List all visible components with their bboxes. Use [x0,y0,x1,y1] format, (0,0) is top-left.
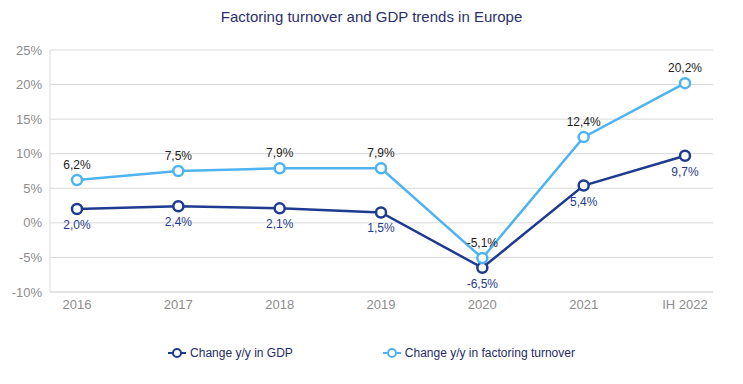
svg-text:2020: 2020 [468,297,497,312]
svg-text:1,5%: 1,5% [367,221,395,235]
svg-text:IH 2022: IH 2022 [662,297,708,312]
svg-text:7,9%: 7,9% [266,146,294,160]
svg-text:5%: 5% [23,181,42,196]
svg-text:-6,5%: -6,5% [467,277,499,291]
svg-text:2,0%: 2,0% [63,218,91,232]
svg-text:25%: 25% [16,43,42,58]
svg-text:2,1%: 2,1% [266,217,294,231]
svg-text:9,7%: 9,7% [671,165,699,179]
svg-text:2,4%: 2,4% [165,215,193,229]
svg-text:2017: 2017 [164,297,193,312]
svg-text:-5%: -5% [19,250,43,265]
svg-text:20%: 20% [16,77,42,92]
svg-text:5,4%: 5,4% [570,195,598,209]
svg-text:2018: 2018 [265,297,294,312]
svg-text:6,2%: 6,2% [63,158,91,172]
html-text:Change y/y in factoring turnov: Change y/y in factoring turnover [404,346,575,360]
svg-text:-10%: -10% [12,285,43,300]
svg-text:7,5%: 7,5% [165,149,193,163]
svg-text:15%: 15% [16,112,42,127]
svg-text:2016: 2016 [63,297,92,312]
html-text:Factoring turnover and GDP tre: Factoring turnover and GDP trends in Eur… [220,8,523,25]
svg-text:12,4%: 12,4% [567,115,601,129]
svg-text:-5,1%: -5,1% [467,236,499,250]
svg-text:2021: 2021 [569,297,598,312]
svg-text:0%: 0% [23,215,42,230]
svg-text:10%: 10% [16,146,42,161]
svg-text:20,2%: 20,2% [668,61,702,75]
svg-text:7,9%: 7,9% [367,146,395,160]
html-text:Change y/y in GDP: Change y/y in GDP [190,346,293,360]
svg-text:2019: 2019 [367,297,396,312]
